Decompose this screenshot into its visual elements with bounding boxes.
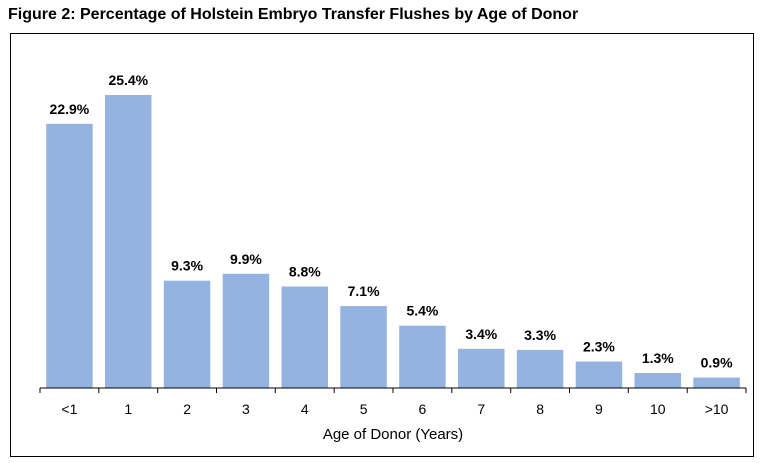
tick-labels-group: <1 1 2 3 4 5 6 7 8 9 10 >10 bbox=[61, 401, 728, 417]
x-tick-label: 5 bbox=[360, 401, 368, 417]
chart-frame bbox=[10, 33, 754, 457]
data-label: 1.3% bbox=[642, 350, 674, 366]
data-label: 22.9% bbox=[50, 101, 90, 117]
bar bbox=[340, 306, 387, 388]
data-label: 5.4% bbox=[406, 303, 438, 319]
bar bbox=[634, 373, 681, 388]
bar bbox=[399, 325, 446, 388]
bars-group bbox=[46, 95, 740, 389]
data-label: 8.8% bbox=[289, 264, 321, 280]
x-tick-label: 8 bbox=[536, 401, 544, 417]
data-labels-group: 22.9% 25.4% 9.3% 9.9% 8.8% 7.1% 5.4% 3.4% 3.3% 2.… bbox=[50, 72, 734, 371]
bar bbox=[46, 123, 93, 389]
data-label: 9.3% bbox=[171, 258, 203, 274]
x-tick-label: >10 bbox=[705, 401, 729, 417]
x-tick-label: 4 bbox=[301, 401, 309, 417]
data-label: 7.1% bbox=[348, 283, 380, 299]
bar bbox=[281, 286, 328, 388]
x-axis-label: Age of Donor (Years) bbox=[323, 426, 463, 443]
x-tick-label: 6 bbox=[419, 401, 427, 417]
bar bbox=[222, 273, 270, 388]
x-tick-label: 2 bbox=[183, 401, 191, 417]
bar bbox=[163, 280, 211, 388]
data-label: 0.9% bbox=[701, 355, 733, 371]
tick-marks-group bbox=[39, 388, 747, 393]
chart-title: Figure 2: Percentage of Holstein Embryo … bbox=[8, 6, 579, 23]
bar bbox=[693, 377, 740, 388]
x-tick-label: <1 bbox=[61, 401, 77, 417]
x-tick-label: 1 bbox=[124, 401, 132, 417]
x-tick-label: 7 bbox=[477, 401, 485, 417]
bar bbox=[105, 95, 152, 388]
data-label: 2.3% bbox=[583, 339, 615, 355]
data-label: 25.4% bbox=[108, 72, 148, 88]
x-tick-label: 3 bbox=[242, 401, 250, 417]
data-label: 3.3% bbox=[524, 327, 556, 343]
data-label: 3.4% bbox=[465, 326, 497, 342]
data-label: 9.9% bbox=[230, 251, 262, 267]
x-tick-label: 10 bbox=[650, 401, 666, 417]
bar bbox=[458, 348, 505, 388]
bar bbox=[516, 349, 564, 388]
bar bbox=[575, 361, 623, 388]
x-tick-label: 9 bbox=[595, 401, 603, 417]
